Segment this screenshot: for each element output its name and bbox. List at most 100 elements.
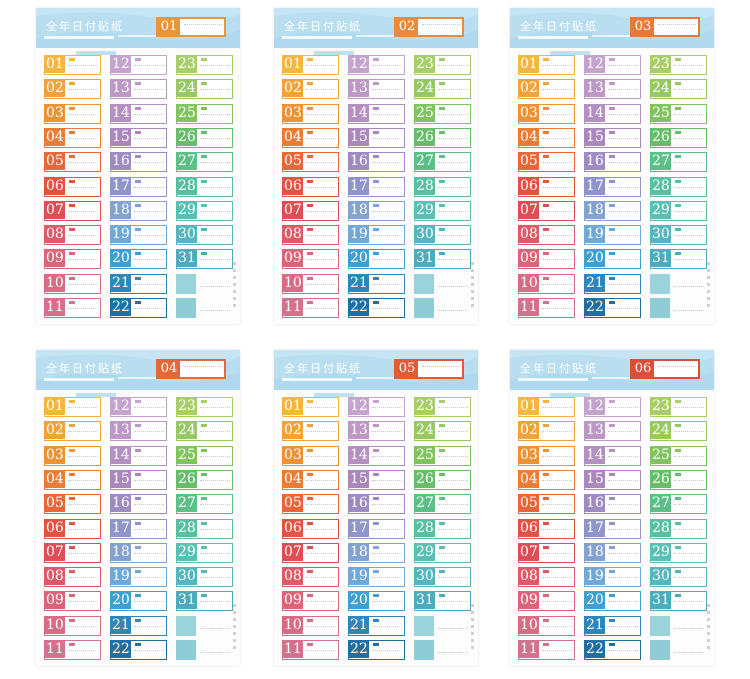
weekday-mark: [69, 252, 75, 256]
date-swatch: [283, 177, 303, 195]
date-number: 03: [520, 104, 538, 121]
date-number: 31: [416, 592, 434, 609]
date-swatch: [415, 56, 435, 73]
weather-icons: [438, 113, 468, 121]
date-swatch: [45, 177, 65, 195]
weekday-mark: [201, 472, 207, 476]
date-swatch: [349, 446, 369, 464]
weather-icons: [68, 552, 98, 560]
date-sticker: 21: [348, 273, 405, 294]
date-sticker: 20: [584, 591, 641, 612]
weather-icons: [542, 504, 572, 511]
sticker-sheet: 全年日付贴纸 04 01 02 03 04 05 06 07 08 09 10 11 12 13 14 15 16…: [36, 350, 240, 666]
sheet-number: 06: [632, 361, 654, 377]
blank-line: [674, 310, 704, 313]
weather-icons: [200, 431, 230, 438]
weekday-mark: [543, 594, 549, 598]
date-sticker: 22: [348, 640, 405, 660]
weather-icons: [438, 235, 468, 242]
date-swatch: [45, 153, 65, 171]
date-number: 08: [284, 226, 302, 243]
weekday-mark: [307, 400, 313, 403]
date-swatch: [349, 128, 369, 146]
date-sticker: 29: [176, 542, 233, 563]
weekday-mark: [373, 594, 379, 598]
date-number: 03: [284, 104, 302, 121]
weekday-mark: [373, 58, 379, 61]
date-sticker: 06: [518, 518, 575, 539]
weather-icons: [306, 577, 336, 584]
weather-icons: [68, 528, 98, 536]
date-sticker: 23: [176, 397, 233, 417]
date-number: 19: [586, 568, 604, 585]
header-subline: [118, 377, 168, 379]
date-sticker: 06: [282, 518, 339, 539]
weekday-mark: [439, 448, 445, 452]
date-swatch: [585, 495, 605, 513]
date-sticker: 03: [282, 445, 339, 466]
date-number: 19: [112, 226, 130, 243]
weather-icons: [438, 210, 468, 218]
weather-icons: [372, 137, 402, 145]
weekday-mark: [373, 497, 379, 501]
date-sticker: 03: [44, 445, 101, 466]
weekday-mark: [201, 179, 207, 183]
weather-icons: [68, 235, 98, 242]
weekday-mark: [675, 570, 681, 574]
date-swatch: [651, 177, 671, 195]
date-number: 20: [350, 592, 368, 609]
date-swatch: [651, 80, 671, 98]
date-swatch: [111, 128, 131, 146]
date-sticker: 25: [650, 103, 707, 124]
date-number: 02: [520, 80, 538, 97]
date-sticker: 14: [348, 103, 405, 124]
weather-icons: [134, 113, 164, 121]
date-number: 08: [46, 568, 64, 585]
title-underline: [44, 378, 114, 381]
sheet-header: 全年日付贴纸 06: [510, 350, 714, 390]
date-sticker: 27: [414, 494, 471, 515]
date-swatch: [111, 250, 131, 268]
weather-icons: [200, 186, 230, 194]
date-swatch: [415, 592, 435, 610]
date-number: 09: [520, 592, 538, 609]
date-number: 15: [586, 128, 604, 145]
date-sticker: 19: [584, 567, 641, 588]
date-swatch: [283, 398, 303, 415]
weather-icons: [372, 210, 402, 218]
weekday-mark: [675, 594, 681, 598]
weekday-mark: [609, 643, 615, 646]
date-sticker: 30: [414, 567, 471, 588]
date-sticker: 11: [282, 640, 339, 660]
date-swatch: [519, 446, 539, 464]
date-swatch: [111, 104, 131, 122]
date-number: 27: [416, 153, 434, 170]
date-sticker: 29: [176, 200, 233, 221]
date-number: 08: [284, 568, 302, 585]
date-sticker: 30: [650, 225, 707, 246]
date-swatch: [45, 592, 65, 610]
date-swatch: [349, 543, 369, 561]
weather-icons: [306, 89, 336, 96]
blank-line: [674, 285, 704, 289]
date-number: 26: [178, 470, 196, 487]
weekday-mark: [307, 594, 313, 598]
weekday-mark: [373, 228, 379, 232]
date-swatch: [177, 104, 197, 122]
weekday-mark: [609, 472, 615, 476]
date-sticker: 04: [44, 469, 101, 490]
date-sticker: 15: [348, 127, 405, 148]
date-swatch: [415, 153, 435, 171]
date-number: 04: [520, 470, 538, 487]
date-number: 01: [46, 398, 64, 414]
date-sticker: 07: [518, 200, 575, 221]
date-number: 25: [178, 104, 196, 121]
header-ribbon: [76, 51, 116, 55]
weekday-mark: [543, 276, 549, 280]
date-number: 20: [350, 250, 368, 267]
weather-icons: [542, 259, 572, 266]
date-swatch: [519, 104, 539, 122]
date-sticker: 07: [282, 542, 339, 563]
weather-icons: [674, 601, 704, 608]
date-sticker: 07: [282, 200, 339, 221]
